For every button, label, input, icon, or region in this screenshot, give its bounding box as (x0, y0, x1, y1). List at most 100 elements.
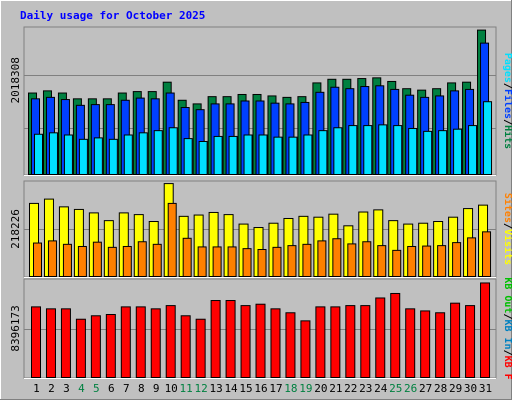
bar-pages-day-16 (258, 134, 268, 175)
legend-item-files: Files (502, 89, 512, 119)
bar-pages-day-18 (288, 136, 298, 175)
bar-sites-day-28 (437, 245, 447, 277)
day-label-10: 10 (165, 382, 178, 395)
bar-pages-day-20 (318, 130, 328, 176)
bar-sites-day-30 (467, 237, 477, 277)
legend-item-sites: Sites (502, 193, 512, 223)
bar-pages-day-7 (123, 134, 133, 175)
day-label-6: 6 (108, 382, 115, 395)
legend-item-kb-out: KB Out (502, 277, 512, 313)
bar-sites-day-24 (377, 245, 387, 277)
day-label-26: 26 (404, 382, 417, 395)
legend-volume: KB Out/KB In/KB F (502, 277, 512, 379)
legend-separator: / (502, 83, 512, 89)
bar-pages-day-1 (34, 133, 43, 175)
bar-sites-day-20 (317, 240, 327, 277)
day-label-22: 22 (344, 382, 357, 395)
bar-pages-day-29 (453, 128, 463, 175)
legend-item-kb-in: KB In (502, 319, 512, 349)
day-label-21: 21 (329, 382, 342, 395)
bar-kb-f-day-13 (210, 300, 221, 378)
bar-kb-f-day-18 (285, 312, 296, 378)
bar-pages-day-25 (393, 125, 403, 176)
bar-pages-day-13 (213, 135, 223, 175)
day-label-28: 28 (434, 382, 447, 395)
bar-kb-f-day-2 (45, 308, 56, 378)
bar-kb-f-day-23 (360, 305, 371, 379)
bar-kb-f-day-28 (435, 312, 446, 378)
bar-kb-f-day-9 (150, 308, 161, 378)
bar-kb-f-day-25 (390, 292, 401, 379)
panel-requests: 2018308 Pages/Files/Hits (9, 26, 512, 176)
day-label-30: 30 (464, 382, 477, 395)
bar-sites-day-29 (452, 242, 462, 277)
bar-kb-f-day-14 (225, 300, 236, 378)
bar-kb-f-day-27 (420, 310, 431, 379)
day-label-3: 3 (63, 382, 70, 395)
bar-sites-day-23 (362, 241, 372, 278)
bar-pages-day-28 (438, 130, 448, 176)
bar-sites-day-21 (332, 238, 342, 277)
day-label-11: 11 (180, 382, 193, 395)
legend-separator: / (502, 223, 512, 229)
bar-kb-f-day-29 (450, 302, 461, 378)
day-label-13: 13 (209, 382, 222, 395)
bar-sites-day-2 (47, 240, 57, 277)
bar-pages-day-17 (273, 136, 283, 175)
legend-separator: / (502, 119, 512, 125)
legend-item-visits: Visits (502, 229, 512, 265)
bar-sites-day-11 (182, 237, 192, 278)
legend-item-pages: Pages (502, 53, 512, 83)
bar-kb-f-day-11 (180, 315, 191, 379)
bar-kb-f-day-30 (465, 305, 476, 379)
day-label-2: 2 (48, 382, 55, 395)
day-label-24: 24 (374, 382, 388, 395)
bar-sites-day-5 (92, 241, 102, 277)
bar-pages-day-24 (378, 124, 388, 175)
chart-title: Daily usage for October 2025 (20, 9, 205, 22)
bar-pages-day-5 (93, 137, 103, 176)
bar-pages-day-15 (243, 134, 253, 175)
bar-sites-day-14 (227, 246, 237, 277)
legend-separator: / (502, 313, 512, 319)
bar-pages-day-30 (468, 125, 478, 176)
bar-sites-day-4 (77, 245, 87, 278)
bar-kb-f-day-20 (315, 306, 326, 378)
day-label-8: 8 (138, 382, 145, 395)
max-value-label-requests: 2018308 (9, 57, 22, 103)
bar-kb-f-day-21 (330, 306, 341, 378)
bar-sites-day-31 (482, 231, 492, 277)
bar-kb-f-day-16 (255, 303, 266, 378)
legend-requests: Pages/Files/Hits (502, 53, 512, 149)
bar-sites-day-27 (422, 245, 432, 277)
day-label-7: 7 (123, 382, 130, 395)
bar-kb-f-day-17 (270, 308, 281, 378)
bar-pages-day-4 (78, 138, 88, 175)
bar-kb-f-day-19 (300, 320, 311, 378)
bar-pages-day-6 (108, 138, 118, 175)
bar-sites-day-8 (137, 241, 147, 278)
bar-pages-day-22 (348, 125, 358, 176)
bar-kb-f-day-12 (195, 318, 206, 378)
bar-sites-day-18 (287, 245, 297, 277)
bar-pages-day-19 (303, 134, 313, 175)
bar-kb-f-day-24 (375, 297, 386, 378)
panel-visitors: 218226 Sites/Visits (9, 180, 512, 278)
bar-sites-day-16 (257, 249, 267, 278)
bar-kb-f-day-31 (480, 282, 491, 379)
bar-sites-day-6 (107, 246, 117, 278)
day-label-20: 20 (314, 382, 327, 395)
bar-pages-day-31 (483, 101, 493, 175)
bar-pages-day-11 (183, 138, 193, 175)
panels-group: 2018308 Pages/Files/Hits 218226Sites/Visit… (9, 26, 512, 380)
day-label-29: 29 (449, 382, 462, 395)
bar-sites-day-15 (242, 248, 252, 278)
bar-kb-f-day-3 (60, 308, 71, 378)
bar-pages-day-2 (48, 132, 58, 176)
bar-pages-day-10 (168, 127, 178, 176)
bar-kb-f-day-4 (75, 318, 86, 378)
bar-pages-day-9 (153, 130, 163, 176)
bar-sites-day-9 (152, 243, 162, 277)
